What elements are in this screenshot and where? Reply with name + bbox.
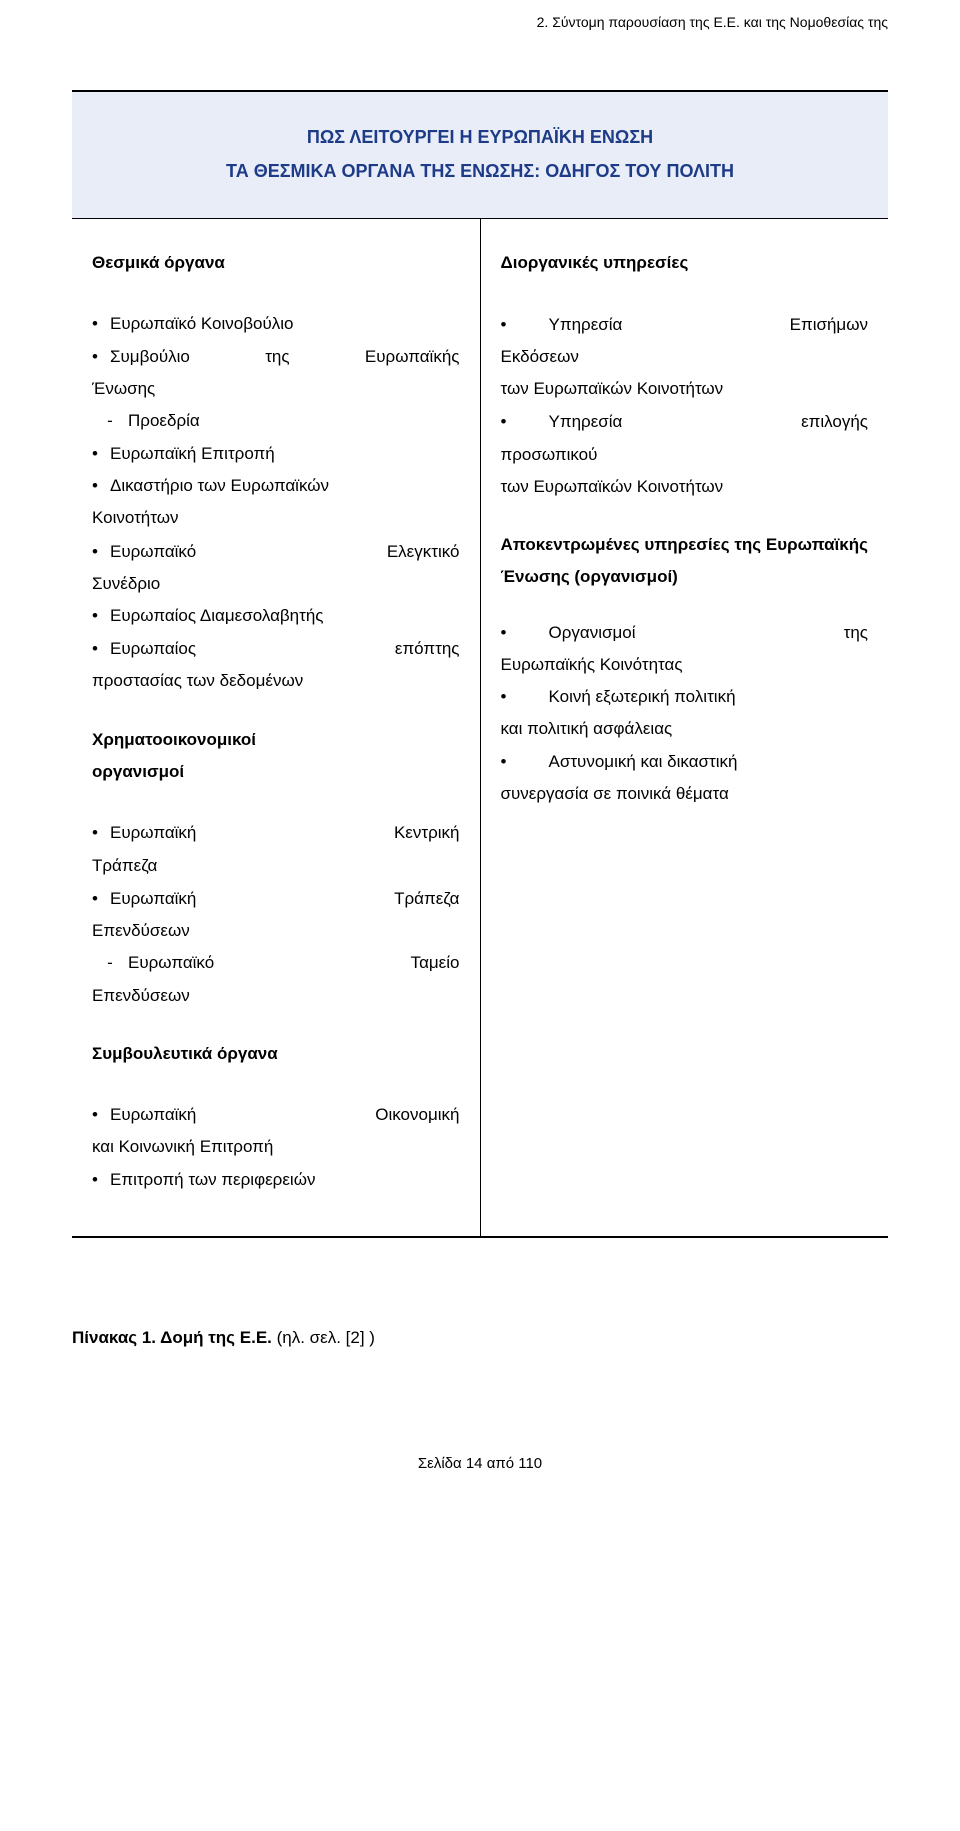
left-heading-symvouleutika: Συμβουλευτικά όργανα [92,1038,460,1070]
left-heading-xrimato-a: Χρηματοοικονομικοί [92,724,460,756]
cont-prosopikou: προσωπικού [501,439,869,471]
right-column: Διοργανικές υπηρεσίες •Υπηρεσία Επισήμων… [481,219,889,1235]
left-heading-thesmika: Θεσμικά όργανα [92,247,460,279]
bullet-text: Κοινή εξωτερική πολιτική [519,681,869,713]
bullet-dot-icon: • [501,746,519,778]
bullet-text: Ευρωπαίος [110,639,196,658]
bullet-text: Οικονομική [375,1098,459,1131]
cont-dedomenon: προστασίας των δεδομένων [92,665,460,697]
bullet-dot-icon: • [92,438,110,470]
bullet-text: Αστυνομική και δικαστική [519,746,869,778]
right-subheading-apokentromenes: Αποκεντρωμένες υπηρεσίες της Ευρωπαϊκής … [501,529,869,594]
bullet-dot-icon: • [501,405,519,438]
bullet-text: Τράπεζα [394,882,459,915]
table-caption: Πίνακας 1. Δομή της Ε.Ε. (ηλ. σελ. [2] ) [72,1328,888,1348]
dash-text: Προεδρία [128,405,200,437]
cont-ekdoseon: Εκδόσεων [501,341,869,373]
bullet-dot-icon: • [92,816,110,849]
cont-koinoniki: και Κοινωνική Επιτροπή [92,1131,460,1163]
left-column: Θεσμικά όργανα • Ευρωπαϊκό Κοινοβούλιο •… [72,219,481,1235]
bullet-dot-icon: • [92,882,110,915]
bullet-ypiresia-episimon: •Υπηρεσία Επισήμων [501,308,869,341]
cont-koinotiton-r2: των Ευρωπαϊκών Κοινοτήτων [501,471,869,503]
bullet-dot-icon: • [501,308,519,341]
bullet-organismoi: •Οργανισμοί της [501,616,869,649]
bullet-dot-icon: • [92,632,110,665]
bullet-text: επόπτης [395,632,460,665]
bullet-dot-icon: • [92,340,110,373]
bullet-text: Ευρωπαϊκή [110,1105,196,1124]
bullet-text: της [844,616,868,649]
dash-text: Ευρωπαϊκό [128,947,214,979]
bullet-text: Οργανισμοί [519,623,636,642]
bullet-text: Ευρωπαίος Διαμεσολαβητής [110,600,460,632]
bullet-koini-exoteriki: • Κοινή εξωτερική πολιτική [501,681,869,713]
bullet-dot-icon: • [92,470,110,502]
bullet-text: Ευρωπαϊκής [365,340,460,373]
cont-asfaleias: και πολιτική ασφάλειας [501,713,869,745]
content-panel: ΠΩΣ ΛΕΙΤΟΥΡΓΕΙ Η ΕΥΡΩΠΑΪΚΗ ΕΝΩΣΗ ΤΑ ΘΕΣΜ… [72,90,888,1238]
bullet-astynomiki: • Αστυνομική και δικαστική [501,746,869,778]
cont-koinotiton-r1: των Ευρωπαϊκών Κοινοτήτων [501,373,869,405]
cont-synedrio: Συνέδριο [92,568,460,600]
breadcrumb: 2. Σύντομη παρουσίαση της Ε.Ε. και της Ν… [72,0,888,90]
cont-ependyseon-2: Επενδύσεων [92,980,460,1012]
bullet-text: Ευρωπαϊκό [110,542,196,561]
bullet-koinovoulio: • Ευρωπαϊκό Κοινοβούλιο [92,308,460,340]
bullet-oikonomiki: •Ευρωπαϊκή Οικονομική [92,1098,460,1131]
cont-enosis: Ένωσης [92,373,460,405]
bullet-dot-icon: • [92,308,110,340]
bullet-text: Κεντρική [394,816,460,849]
header-line-1: ΠΩΣ ΛΕΙΤΟΥΡΓΕΙ Η ΕΥΡΩΠΑΪΚΗ ΕΝΩΣΗ [92,120,868,154]
bullet-dot-icon: • [92,600,110,632]
bullet-trapeza-ependyseon: •Ευρωπαϊκή Τράπεζα [92,882,460,915]
bullet-kentriki-trapeza: •Ευρωπαϊκή Κεντρική [92,816,460,849]
page-footer: Σελίδα 14 από 110 [72,1365,888,1472]
dash-text: Ταμείο [411,947,460,979]
bullet-dot-icon: • [92,535,110,568]
header-line-2: ΤΑ ΘΕΣΜΙΚΑ ΟΡΓΑΝΑ ΤΗΣ ΕΝΩΣΗΣ: ΟΔΗΓΟΣ ΤΟΥ… [92,154,868,188]
bullet-epoptis: •Ευρωπαίος επόπτης [92,632,460,665]
bullet-text: επιλογής [801,405,868,438]
bullet-text: Ευρωπαϊκή [110,823,196,842]
bullet-text: Ελεγκτικό [387,535,460,568]
cont-ependyseon: Επενδύσεων [92,915,460,947]
cont-koinotiton: Κοινοτήτων [92,502,460,534]
page-container: 2. Σύντομη παρουσίαση της Ε.Ε. και της Ν… [0,0,960,1512]
bullet-text: Υπηρεσία [519,315,623,334]
panel-header: ΠΩΣ ΛΕΙΤΟΥΡΓΕΙ Η ΕΥΡΩΠΑΪΚΗ ΕΝΩΣΗ ΤΑ ΘΕΣΜ… [72,92,888,219]
dash-proedria: - Προεδρία [92,405,460,437]
panel-body: Θεσμικά όργανα • Ευρωπαϊκό Κοινοβούλιο •… [72,219,888,1235]
bullet-text: Ευρωπαϊκό Κοινοβούλιο [110,308,460,340]
bullet-text: Ευρωπαϊκή Επιτροπή [110,438,460,470]
cont-koinotitas: Ευρωπαϊκής Κοινότητας [501,649,869,681]
caption-bold: Πίνακας 1. Δομή της Ε.Ε. [72,1328,272,1347]
bullet-dot-icon: • [501,681,519,713]
cont-poinika: συνεργασία σε ποινικά θέματα [501,778,869,810]
dash-icon: - [92,405,128,437]
bullet-text: Συμβούλιο [110,347,190,366]
bullet-dot-icon: • [92,1098,110,1131]
bullet-epitropi: • Ευρωπαϊκή Επιτροπή [92,438,460,470]
bullet-text: της [265,340,289,373]
bullet-periferion: • Επιτροπή των περιφερειών [92,1164,460,1196]
dash-icon: - [92,947,128,979]
bullet-dot-icon: • [92,1164,110,1196]
dash-tameio: -Ευρωπαϊκό Ταμείο [92,947,460,979]
bullet-diamesolavitis: • Ευρωπαίος Διαμεσολαβητής [92,600,460,632]
left-heading-xrimato-b: οργανισμοί [92,756,460,788]
bullet-text: Υπηρεσία [519,412,623,431]
bullet-text: Ευρωπαϊκή [110,889,196,908]
right-heading-diorganikes: Διοργανικές υπηρεσίες [501,247,869,279]
bullet-text: Επισήμων [790,308,868,341]
bullet-ypiresia-epilogis: •Υπηρεσία επιλογής [501,405,869,438]
bullet-dikastirio: • Δικαστήριο των Ευρωπαϊκών [92,470,460,502]
bullet-text: Δικαστήριο των Ευρωπαϊκών [110,470,460,502]
bullet-elegktiko: •Ευρωπαϊκό Ελεγκτικό [92,535,460,568]
bullet-dot-icon: • [501,616,519,649]
bullet-text: Επιτροπή των περιφερειών [110,1164,460,1196]
cont-trapeza: Τράπεζα [92,850,460,882]
caption-rest: (ηλ. σελ. [2] ) [272,1328,375,1347]
bullet-symvoulio: •Συμβούλιο της Ευρωπαϊκής [92,340,460,373]
